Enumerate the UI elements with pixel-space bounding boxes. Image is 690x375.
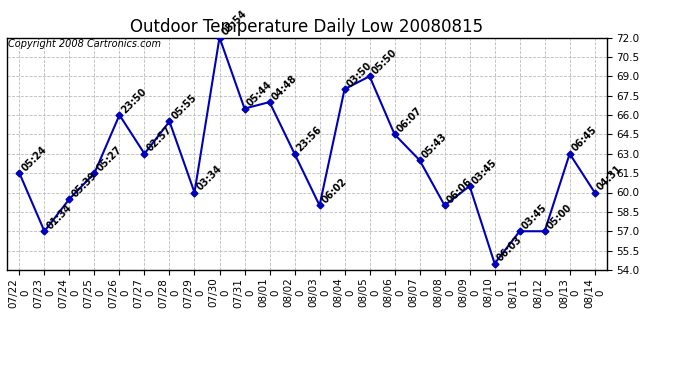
Text: 05:39: 05:39: [70, 170, 99, 199]
Text: 03:45: 03:45: [470, 157, 499, 186]
Text: 05:54: 05:54: [219, 9, 248, 38]
Text: Copyright 2008 Cartronics.com: Copyright 2008 Cartronics.com: [8, 39, 161, 49]
Text: 03:50: 03:50: [344, 60, 373, 89]
Text: 06:02: 06:02: [319, 176, 348, 206]
Text: 06:03: 06:03: [495, 234, 524, 264]
Title: Outdoor Temperature Daily Low 20080815: Outdoor Temperature Daily Low 20080815: [130, 18, 484, 36]
Text: 23:50: 23:50: [119, 86, 148, 115]
Text: 03:45: 03:45: [520, 202, 549, 231]
Text: 23:56: 23:56: [295, 125, 324, 154]
Text: 06:06: 06:06: [444, 176, 473, 206]
Text: 05:24: 05:24: [19, 144, 48, 173]
Text: 03:34: 03:34: [195, 164, 224, 192]
Text: 05:50: 05:50: [370, 47, 399, 76]
Text: 05:55: 05:55: [170, 93, 199, 122]
Text: 05:43: 05:43: [420, 131, 448, 160]
Text: 05:00: 05:00: [544, 202, 573, 231]
Text: 05:44: 05:44: [244, 80, 273, 108]
Text: 01:34: 01:34: [44, 202, 73, 231]
Text: 06:07: 06:07: [395, 105, 424, 134]
Text: 02:57: 02:57: [144, 125, 173, 154]
Text: 06:45: 06:45: [570, 125, 599, 154]
Text: 04:48: 04:48: [270, 73, 299, 102]
Text: 04:31: 04:31: [595, 164, 624, 192]
Text: 05:27: 05:27: [95, 144, 124, 173]
